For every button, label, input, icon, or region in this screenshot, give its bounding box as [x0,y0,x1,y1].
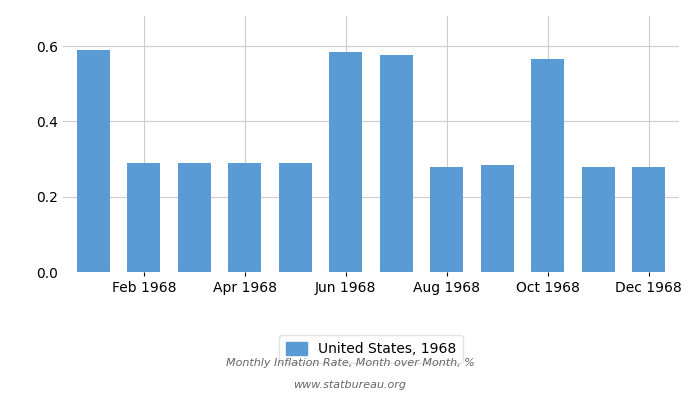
Bar [329,52,362,272]
Bar [582,166,615,272]
Bar [481,165,514,272]
Bar [279,163,312,272]
Bar [380,55,413,272]
Bar [178,163,211,272]
Bar [127,163,160,272]
Text: www.statbureau.org: www.statbureau.org [293,380,407,390]
Legend: United States, 1968: United States, 1968 [279,335,463,363]
Bar [531,58,564,272]
Bar [430,166,463,272]
Bar [632,166,665,272]
Bar [77,50,110,272]
Bar [228,163,261,272]
Text: Monthly Inflation Rate, Month over Month, %: Monthly Inflation Rate, Month over Month… [225,358,475,368]
